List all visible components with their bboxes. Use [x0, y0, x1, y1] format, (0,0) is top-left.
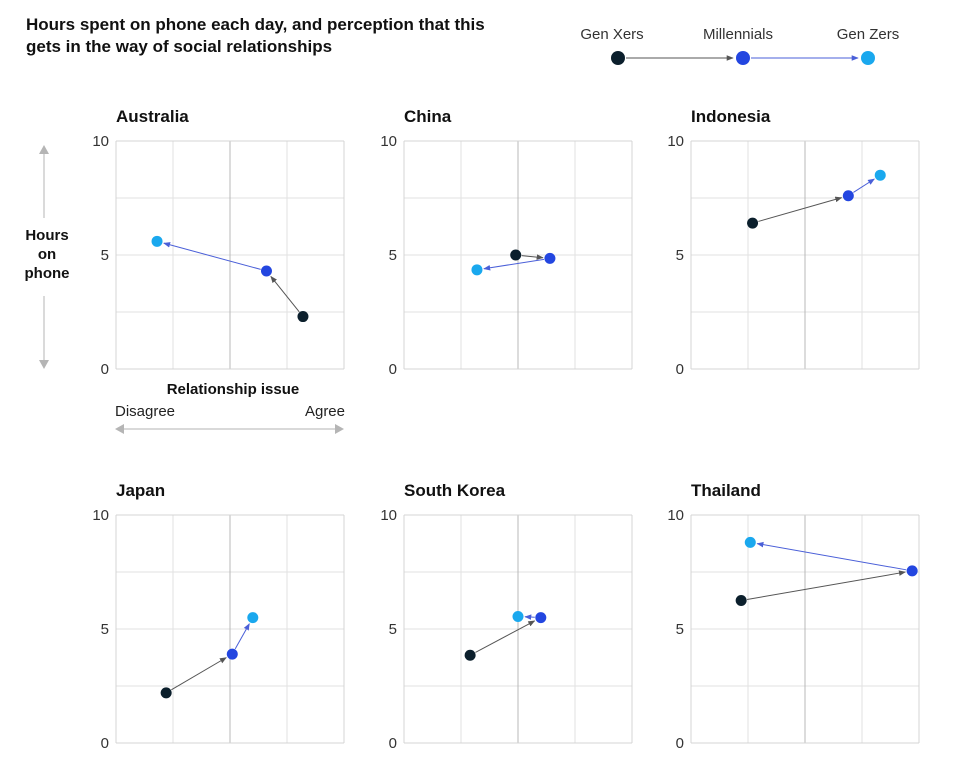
y-tick-label: 10	[92, 507, 109, 524]
x-arrow-right-icon	[335, 424, 344, 434]
legend-label-2: Gen Zers	[837, 26, 900, 43]
connector-arrow	[270, 275, 300, 313]
y-tick-label: 0	[676, 361, 684, 378]
connector-arrow	[521, 254, 544, 260]
y-tick-label: 0	[101, 735, 109, 752]
x-arrow-left-icon	[115, 424, 124, 434]
point-gen-xers	[747, 217, 759, 229]
legend-marker-0	[611, 51, 625, 65]
panel-south-korea: South Korea 0 5 10	[380, 481, 633, 752]
point-millennials	[906, 565, 918, 577]
y-tick-label: 10	[380, 133, 397, 150]
point-gen-xers	[735, 595, 747, 606]
y-axis-label-line: phone	[25, 265, 70, 282]
legend-marker-2	[861, 51, 875, 65]
point-gen-zers	[744, 536, 756, 548]
point-millennials	[535, 612, 547, 624]
axis-annotations: Hours on phone Relationship issue Disagree Ag…	[25, 145, 345, 434]
point-millennials	[842, 190, 854, 202]
y-tick-label: 5	[101, 621, 109, 638]
legend-marker-1	[736, 51, 750, 65]
y-tick-label: 5	[676, 621, 684, 638]
panel-title: Japan	[116, 481, 165, 500]
point-gen-zers	[512, 610, 524, 622]
y-arrow-up-icon	[39, 145, 49, 154]
connector-arrow	[756, 541, 907, 571]
point-gen-xers	[510, 249, 522, 261]
x-axis-agree-label: Agree	[305, 403, 345, 420]
y-axis-label: Hours on phone	[25, 227, 70, 282]
point-gen-xers	[160, 687, 172, 699]
point-gen-xers	[464, 649, 476, 661]
point-gen-zers	[874, 169, 886, 181]
panel-australia: Australia 0 5 10	[92, 107, 345, 378]
panel-title: China	[404, 107, 452, 126]
connector-arrow	[853, 178, 875, 193]
y-axis-label-line: on	[38, 246, 56, 263]
y-tick-label: 5	[101, 247, 109, 264]
connector-arrow	[234, 623, 250, 650]
connector-arrow	[483, 258, 545, 271]
y-tick-label: 10	[380, 507, 397, 524]
y-tick-label: 5	[389, 621, 397, 638]
point-gen-zers	[247, 612, 259, 624]
panel-japan: Japan 0 5 10	[92, 481, 345, 752]
y-arrow-down-icon	[39, 360, 49, 369]
y-tick-label: 10	[667, 507, 684, 524]
page-title: Hours spent on phone each day, and perce…	[26, 15, 485, 56]
point-millennials	[260, 265, 272, 277]
point-gen-zers	[151, 235, 163, 247]
panel-china: China 0 5 10	[380, 107, 633, 378]
connector-arrow	[746, 570, 906, 600]
legend: Gen Xers Millennials Gen Zers	[580, 26, 899, 65]
legend-label-0: Gen Xers	[580, 26, 643, 43]
y-tick-label: 5	[389, 247, 397, 264]
y-tick-label: 10	[92, 133, 109, 150]
point-millennials	[544, 252, 556, 264]
panel-indonesia: Indonesia 0 5 10	[667, 107, 920, 378]
x-axis-disagree-label: Disagree	[115, 403, 175, 420]
connector-arrow	[475, 620, 536, 653]
point-gen-xers	[297, 311, 309, 323]
panel-title: Australia	[116, 107, 189, 126]
connector-arrow	[758, 196, 843, 222]
y-tick-label: 0	[389, 735, 397, 752]
panel-thailand: Thailand 0 5 10	[667, 481, 920, 752]
panel-title: South Korea	[404, 481, 506, 500]
y-tick-label: 0	[101, 361, 109, 378]
y-tick-label: 10	[667, 133, 684, 150]
y-tick-label: 0	[676, 735, 684, 752]
y-tick-label: 0	[389, 361, 397, 378]
point-millennials	[226, 648, 238, 660]
panel-title: Thailand	[691, 481, 761, 500]
connector-arrow	[163, 242, 261, 270]
y-axis-label-line: Hours	[25, 227, 68, 244]
panel-title: Indonesia	[691, 107, 771, 126]
x-axis-label: Relationship issue	[167, 381, 300, 398]
y-tick-label: 5	[676, 247, 684, 264]
connector-arrow	[171, 657, 227, 691]
point-gen-zers	[471, 264, 483, 276]
legend-label-1: Millennials	[703, 26, 773, 43]
